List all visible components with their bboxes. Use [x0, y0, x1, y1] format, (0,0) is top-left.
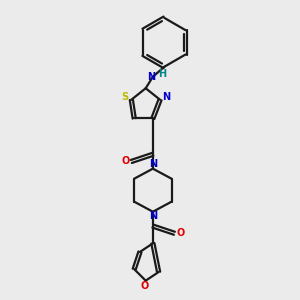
Text: O: O	[122, 157, 130, 166]
Text: O: O	[140, 281, 148, 291]
Text: H: H	[158, 70, 166, 80]
Text: O: O	[176, 228, 184, 238]
Text: N: N	[162, 92, 170, 103]
Text: N: N	[149, 211, 157, 221]
Text: S: S	[122, 92, 129, 103]
Text: N: N	[147, 72, 155, 82]
Text: N: N	[149, 159, 157, 170]
